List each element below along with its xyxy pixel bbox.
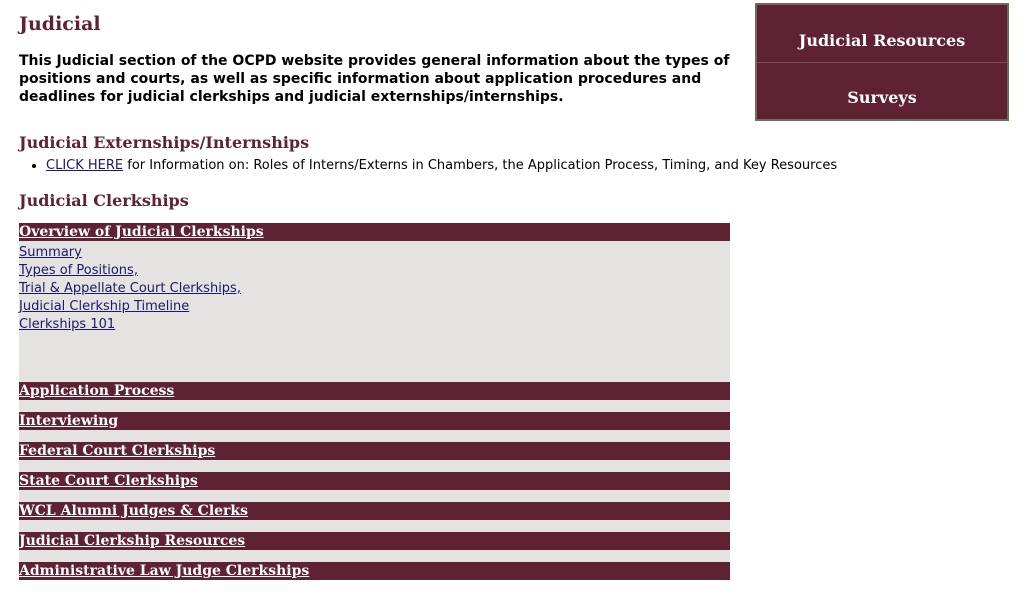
externships-heading: Judicial Externships/Internships <box>19 133 310 152</box>
clerkships-101-link[interactable]: Clerkships 101 <box>19 317 116 332</box>
intro-paragraph: This Judicial section of the OCPD websit… <box>19 53 730 105</box>
list-item: CLICK HERE for Information on: Roles of … <box>46 157 837 174</box>
accordion-gap <box>19 430 730 442</box>
overview-panel: Summary Types of Positions, Trial & Appe… <box>19 241 730 382</box>
page-title: Judicial <box>19 13 101 35</box>
accordion-gap <box>19 550 730 562</box>
application-process-header[interactable]: Application Process <box>19 382 730 400</box>
alj-clerkships-header[interactable]: Administrative Law Judge Clerkships <box>19 562 730 580</box>
interviewing-header[interactable]: Interviewing <box>19 412 730 430</box>
clerkships-accordion: Overview of Judicial Clerkships Summary … <box>19 223 730 580</box>
judicial-resources-link[interactable]: Judicial Resources <box>757 5 1007 63</box>
externships-list: CLICK HERE for Information on: Roles of … <box>19 157 837 174</box>
types-of-positions-link[interactable]: Types of Positions, <box>19 263 138 278</box>
accordion-gap <box>19 520 730 532</box>
accordion-gap <box>19 490 730 502</box>
alumni-judges-clerks-header[interactable]: WCL Alumni Judges & Clerks <box>19 502 730 520</box>
link-description: for Information on: Roles of Interns/Ext… <box>123 158 838 173</box>
trial-appellate-link[interactable]: Trial & Appellate Court Clerkships, <box>19 281 241 296</box>
summary-link[interactable]: Summary <box>19 245 82 260</box>
click-here-link[interactable]: CLICK HERE <box>46 158 124 173</box>
sidebar-menu: Judicial Resources Surveys <box>755 3 1009 121</box>
clerkships-heading: Judicial Clerkships <box>19 191 189 210</box>
clerkship-resources-header[interactable]: Judicial Clerkship Resources <box>19 532 730 550</box>
overview-header[interactable]: Overview of Judicial Clerkships <box>19 223 730 241</box>
accordion-gap <box>19 460 730 472</box>
federal-court-clerkships-header[interactable]: Federal Court Clerkships <box>19 442 730 460</box>
state-court-clerkships-header[interactable]: State Court Clerkships <box>19 472 730 490</box>
clerkship-timeline-link[interactable]: Judicial Clerkship Timeline <box>19 299 190 314</box>
accordion-gap <box>19 400 730 412</box>
surveys-link[interactable]: Surveys <box>847 88 917 107</box>
